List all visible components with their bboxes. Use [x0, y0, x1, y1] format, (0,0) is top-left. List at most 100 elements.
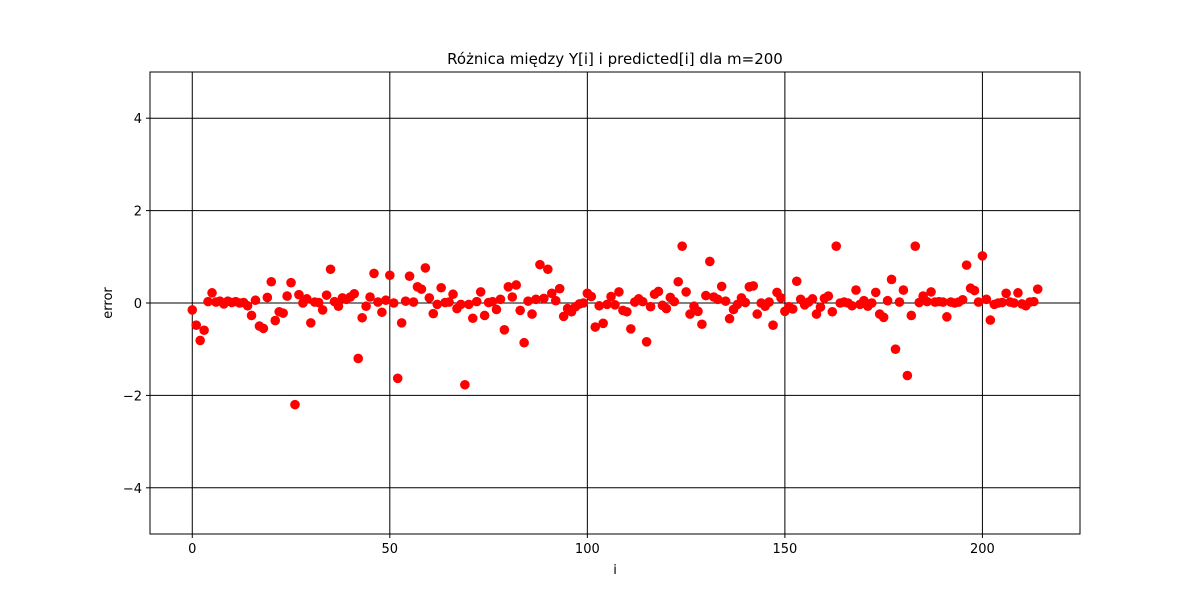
data-point	[922, 296, 932, 307]
data-point	[199, 325, 209, 336]
data-point	[270, 315, 281, 326]
data-point	[926, 287, 936, 297]
data-point	[385, 270, 395, 281]
data-point	[203, 296, 213, 307]
y-tick-label: −2	[123, 389, 142, 404]
data-point	[716, 281, 727, 292]
data-point	[408, 297, 419, 307]
data-point	[523, 296, 533, 306]
axis-ticks: 0 50 100 150 200 −4 −2 0 2 4	[123, 112, 995, 557]
data-point	[313, 297, 324, 308]
y-tick-label: 2	[134, 205, 142, 220]
data-point	[1013, 288, 1023, 298]
y-tick-label: −4	[123, 482, 142, 497]
data-point	[997, 297, 1007, 308]
data-point	[424, 293, 435, 303]
data-point	[242, 300, 253, 311]
data-point	[882, 295, 893, 306]
data-point	[768, 320, 778, 330]
data-point	[432, 299, 443, 310]
data-point	[487, 296, 498, 307]
y-axis-label: error	[101, 287, 116, 319]
data-point	[444, 297, 454, 307]
data-point	[543, 264, 553, 275]
data-point	[661, 303, 672, 314]
data-point	[910, 241, 921, 251]
data-point	[317, 305, 328, 315]
data-point	[511, 280, 522, 290]
data-point	[550, 295, 561, 306]
data-point	[404, 271, 415, 282]
data-point	[361, 301, 371, 312]
data-point	[776, 293, 786, 303]
data-point	[764, 297, 774, 307]
data-point	[578, 298, 589, 308]
x-tick-label: 0	[188, 542, 196, 557]
data-point	[191, 320, 202, 330]
data-point	[906, 310, 917, 321]
data-point	[598, 318, 608, 329]
data-point	[614, 287, 624, 297]
data-point	[685, 309, 695, 319]
data-point	[333, 301, 344, 312]
y-tick-label: 4	[134, 112, 142, 127]
data-point	[325, 264, 336, 275]
data-point	[890, 344, 901, 355]
plot-frame	[149, 71, 1081, 535]
data-point	[673, 276, 684, 287]
data-point	[246, 310, 257, 321]
data-point	[938, 297, 948, 307]
y-tick-label: 0	[134, 297, 142, 312]
data-point	[464, 299, 474, 310]
x-tick-label: 200	[970, 542, 995, 557]
data-point	[594, 300, 604, 311]
data-point	[558, 311, 569, 322]
data-point	[977, 251, 988, 261]
data-point	[610, 300, 620, 310]
data-point	[258, 323, 269, 334]
data-point	[554, 283, 565, 294]
data-point	[1028, 296, 1039, 307]
data-point	[851, 285, 861, 295]
data-point	[519, 337, 529, 348]
data-point	[823, 291, 834, 301]
data-point	[286, 277, 296, 288]
data-point	[436, 282, 446, 293]
data-point	[586, 291, 597, 302]
data-point	[645, 301, 656, 312]
data-point	[831, 241, 842, 251]
data-point	[527, 309, 537, 319]
data-point	[724, 313, 735, 324]
data-point	[479, 310, 490, 321]
data-point	[475, 287, 486, 297]
x-tick-label: 100	[575, 542, 600, 557]
data-point	[420, 263, 431, 273]
data-point	[1001, 288, 1011, 299]
data-point	[752, 309, 763, 319]
data-point	[416, 284, 427, 294]
data-point	[866, 298, 877, 308]
data-point	[282, 291, 292, 301]
data-point	[653, 286, 664, 297]
data-point	[902, 370, 913, 381]
data-point	[1032, 284, 1043, 294]
data-point	[373, 297, 383, 307]
data-point	[467, 313, 478, 324]
data-point	[388, 298, 399, 308]
data-point	[681, 287, 691, 297]
data-point	[973, 297, 984, 307]
data-point	[392, 373, 403, 384]
data-point	[302, 294, 312, 304]
data-point	[701, 290, 711, 301]
chart-title: Różnica między Y[i] i predicted[i] dla m…	[447, 50, 783, 68]
data-point	[641, 337, 652, 347]
data-point	[353, 353, 364, 364]
data-point	[894, 297, 905, 307]
data-point	[448, 289, 458, 300]
data-point	[878, 312, 889, 323]
data-point	[369, 268, 379, 279]
data-point	[626, 324, 636, 334]
data-point	[870, 287, 881, 298]
data-point	[705, 256, 715, 267]
data-point	[669, 296, 680, 307]
